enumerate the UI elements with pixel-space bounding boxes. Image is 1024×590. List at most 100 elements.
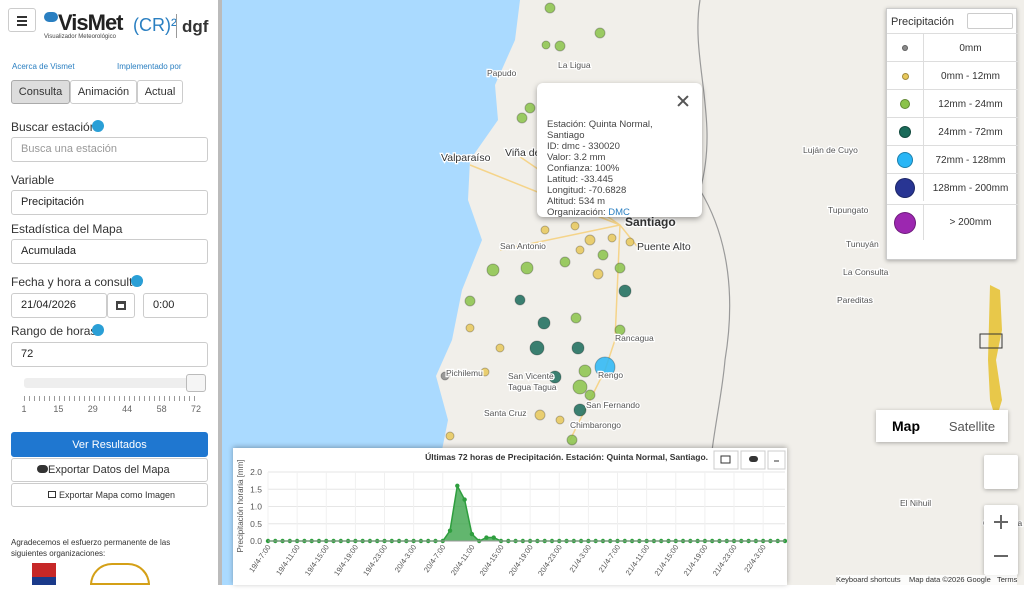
legend-label: 0mm - 12mm bbox=[941, 71, 1000, 82]
stat-select[interactable]: Acumulada bbox=[11, 239, 208, 264]
station-marker[interactable] bbox=[540, 225, 550, 235]
x-tick-label: 20/4-15:00 bbox=[478, 543, 506, 578]
scrollbar[interactable] bbox=[218, 0, 222, 585]
station-marker[interactable] bbox=[537, 316, 551, 330]
popup-line: Organización: bbox=[547, 207, 606, 218]
help-icon[interactable] bbox=[92, 324, 104, 336]
station-marker[interactable] bbox=[584, 389, 596, 401]
point bbox=[484, 535, 489, 540]
station-marker[interactable] bbox=[548, 370, 562, 384]
range-input[interactable]: 72 bbox=[11, 342, 208, 367]
station-marker[interactable] bbox=[555, 415, 565, 425]
station-marker[interactable] bbox=[614, 262, 626, 274]
divider bbox=[923, 62, 924, 89]
slider-tick-label: 72 bbox=[190, 404, 201, 414]
legend-row: 24mm - 72mm bbox=[887, 117, 1018, 145]
station-marker[interactable] bbox=[594, 27, 606, 39]
legend-label: 72mm - 128mm bbox=[935, 155, 1006, 166]
x-tick-label: 20/4-19:00 bbox=[507, 543, 535, 578]
collapse-button[interactable] bbox=[767, 450, 786, 470]
station-marker[interactable] bbox=[559, 256, 571, 268]
results-button[interactable]: Ver Resultados bbox=[11, 432, 208, 457]
station-marker[interactable] bbox=[573, 403, 587, 417]
station-marker[interactable] bbox=[625, 237, 635, 247]
org-link[interactable]: DMC bbox=[608, 207, 630, 218]
divider bbox=[923, 205, 924, 240]
y-tick-label: 1.0 bbox=[250, 502, 262, 512]
station-marker[interactable] bbox=[465, 323, 475, 333]
map-button[interactable]: Map bbox=[892, 418, 920, 434]
x-tick-label: 21/4-11:00 bbox=[624, 543, 652, 577]
pan-control[interactable] bbox=[984, 455, 1018, 489]
slider-handle[interactable] bbox=[186, 374, 206, 392]
time-select[interactable]: 0:00 bbox=[143, 293, 208, 318]
close-button[interactable] bbox=[677, 95, 689, 107]
station-marker[interactable] bbox=[618, 284, 632, 298]
station-marker[interactable] bbox=[480, 367, 490, 377]
station-marker[interactable] bbox=[514, 294, 526, 306]
station-marker[interactable] bbox=[578, 364, 592, 378]
satellite-button[interactable]: Satellite bbox=[948, 419, 996, 434]
station-marker[interactable] bbox=[516, 112, 528, 124]
slider-tick-label: 15 bbox=[53, 404, 64, 414]
x-tick-label: 19/4-11:00 bbox=[274, 543, 302, 577]
legend-label: 12mm - 24mm bbox=[938, 99, 1003, 110]
station-marker[interactable] bbox=[607, 233, 617, 243]
station-marker[interactable] bbox=[534, 409, 546, 421]
legend-controls[interactable] bbox=[967, 13, 1013, 29]
partner-logo: (CR)² bbox=[133, 15, 177, 35]
tab[interactable]: Actual bbox=[137, 80, 183, 104]
place-label: Valparaíso bbox=[441, 152, 491, 164]
station-marker[interactable] bbox=[584, 234, 596, 246]
station-marker[interactable] bbox=[486, 263, 500, 277]
station-marker[interactable] bbox=[572, 379, 588, 395]
date-input[interactable]: 21/04/2026 bbox=[11, 293, 107, 318]
help-icon[interactable] bbox=[131, 275, 143, 287]
station-marker[interactable] bbox=[445, 431, 455, 441]
station-marker[interactable] bbox=[541, 40, 551, 50]
legend-label: 0mm bbox=[959, 43, 982, 54]
station-marker[interactable] bbox=[554, 40, 566, 52]
area bbox=[268, 485, 785, 541]
legend-title: Precipitación bbox=[891, 16, 954, 28]
menu-button[interactable] bbox=[8, 8, 36, 32]
station-marker[interactable] bbox=[520, 261, 534, 275]
station-marker[interactable] bbox=[592, 268, 604, 280]
label: Rango de horas bbox=[11, 324, 97, 338]
x-tick-label: 21/4-19:00 bbox=[682, 543, 710, 578]
place-label: Pichilemu bbox=[446, 368, 483, 378]
station-marker[interactable] bbox=[440, 371, 450, 381]
attribution-link[interactable]: Terms bbox=[996, 575, 1018, 584]
station-marker[interactable] bbox=[597, 249, 609, 261]
zoom-control[interactable] bbox=[984, 505, 1018, 575]
attribution-link[interactable]: Keyboard shortcuts bbox=[836, 575, 901, 584]
tab[interactable]: Consulta bbox=[11, 80, 70, 104]
station-marker[interactable] bbox=[575, 245, 585, 255]
station-marker[interactable] bbox=[570, 221, 580, 231]
station-marker[interactable] bbox=[614, 324, 626, 336]
image-button[interactable] bbox=[713, 450, 739, 470]
calendar-button[interactable] bbox=[107, 293, 135, 318]
station-marker[interactable] bbox=[464, 295, 476, 307]
station-marker[interactable] bbox=[524, 102, 536, 114]
search-input[interactable]: Busca una estación bbox=[11, 137, 208, 162]
implemented-link[interactable]: Implementado por bbox=[117, 62, 182, 71]
tab[interactable]: Animación bbox=[70, 80, 137, 104]
about-link[interactable]: Acerca de Vismet bbox=[12, 62, 75, 71]
station-marker[interactable] bbox=[544, 2, 556, 14]
station-marker[interactable] bbox=[570, 312, 582, 324]
help-icon[interactable] bbox=[92, 120, 104, 132]
divider bbox=[923, 34, 924, 61]
attribution: Keyboard shortcuts Map data ©2026 Google… bbox=[836, 575, 1018, 585]
station-marker[interactable] bbox=[529, 340, 545, 356]
station-marker[interactable] bbox=[566, 434, 578, 446]
station-marker[interactable] bbox=[495, 343, 505, 353]
divider bbox=[923, 90, 924, 117]
logo-icon bbox=[44, 12, 58, 22]
logo: VisMet bbox=[58, 10, 124, 35]
station-marker[interactable] bbox=[594, 356, 616, 378]
slider-track[interactable] bbox=[24, 378, 206, 388]
export-image-button[interactable]: Exportar Mapa como Imagen bbox=[11, 483, 208, 507]
station-marker[interactable] bbox=[571, 341, 585, 355]
variable-select[interactable]: Precipitación bbox=[11, 190, 208, 215]
